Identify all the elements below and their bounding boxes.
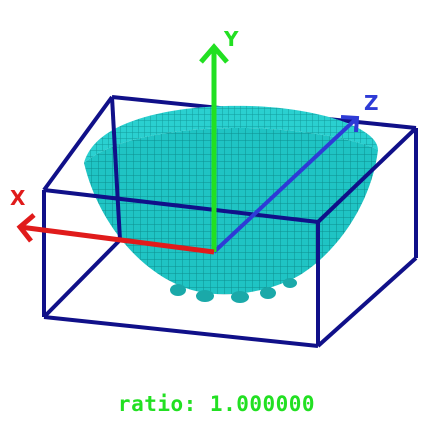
bounding-box-front: [42, 96, 418, 348]
z-axis: [212, 115, 360, 254]
y-axis-label: Y: [223, 27, 239, 51]
x-axis: [16, 213, 215, 255]
ratio-readout: ratio: 1.000000: [117, 392, 316, 416]
z-axis-label: Z: [364, 91, 379, 115]
x-axis-label: X: [10, 186, 26, 210]
y-axis: [199, 43, 229, 252]
